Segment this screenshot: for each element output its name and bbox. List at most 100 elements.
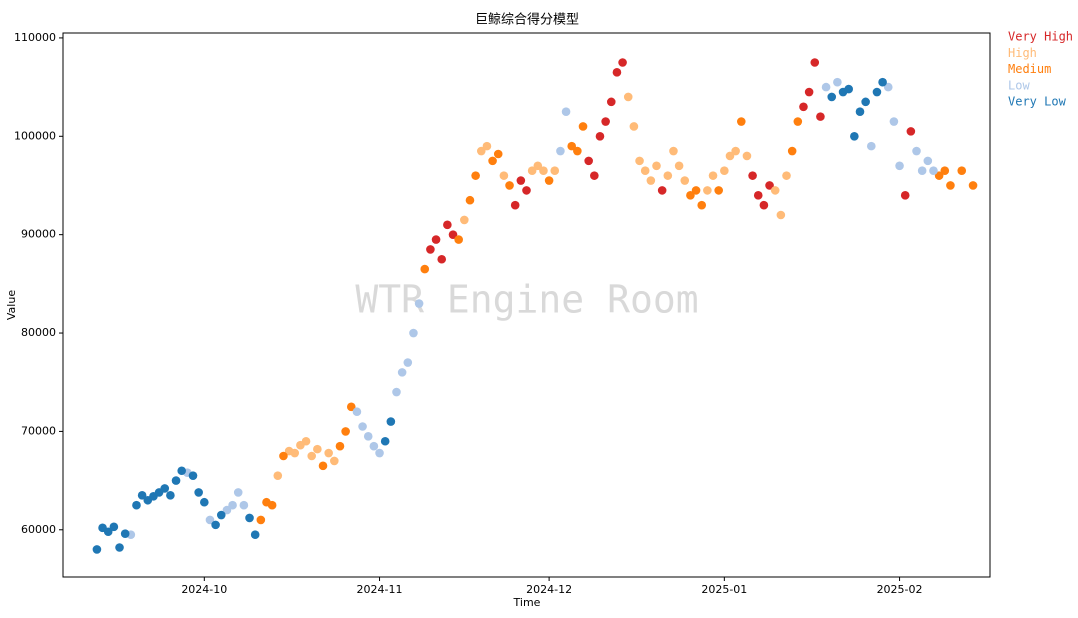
legend-entry: Very High xyxy=(1008,30,1073,44)
point xyxy=(595,131,605,141)
point xyxy=(923,156,933,166)
point xyxy=(493,149,503,159)
point xyxy=(166,491,175,500)
legend-entry: Medium xyxy=(1008,62,1051,76)
point xyxy=(821,82,831,92)
point xyxy=(703,186,712,195)
y-tick-label: 110000 xyxy=(14,31,56,44)
point xyxy=(725,151,735,161)
point xyxy=(748,171,757,180)
point xyxy=(895,161,904,171)
point xyxy=(691,186,701,195)
point xyxy=(92,545,102,554)
point xyxy=(929,166,938,176)
point xyxy=(307,451,317,461)
point xyxy=(539,166,548,176)
watermark: WTR Engine Room xyxy=(355,278,698,322)
point xyxy=(861,97,870,107)
point xyxy=(844,84,853,94)
point xyxy=(833,77,842,87)
point xyxy=(516,176,526,185)
point xyxy=(612,68,622,77)
point xyxy=(816,112,825,121)
point xyxy=(205,515,215,525)
point xyxy=(318,461,328,471)
point xyxy=(211,520,220,530)
point xyxy=(358,422,367,431)
point xyxy=(482,141,492,151)
chart-title: 巨鲸综合得分模型 xyxy=(475,12,579,28)
point xyxy=(674,161,684,171)
y-tick-label: 70000 xyxy=(21,424,56,437)
point xyxy=(850,131,859,141)
point xyxy=(584,156,593,166)
point xyxy=(686,191,695,200)
x-tick-label: 2025-02 xyxy=(877,583,923,596)
point xyxy=(420,264,430,274)
point xyxy=(103,527,113,537)
point xyxy=(522,186,531,195)
point xyxy=(578,122,588,131)
point xyxy=(250,530,260,539)
point xyxy=(657,186,667,195)
point xyxy=(640,166,650,176)
point xyxy=(917,166,927,176)
legend-entry: Low xyxy=(1008,78,1030,92)
point xyxy=(397,368,407,377)
point xyxy=(313,444,322,454)
point xyxy=(714,186,723,195)
point xyxy=(855,107,865,116)
point xyxy=(900,191,910,200)
point xyxy=(194,488,203,497)
point xyxy=(590,171,599,180)
point xyxy=(256,515,266,525)
point xyxy=(222,505,232,515)
point xyxy=(346,402,356,412)
point xyxy=(652,161,661,171)
y-tick-label: 80000 xyxy=(21,326,56,339)
y-tick-label: 60000 xyxy=(21,523,56,536)
point xyxy=(782,171,791,180)
point xyxy=(109,522,119,532)
point xyxy=(137,491,147,500)
point xyxy=(290,448,300,458)
point xyxy=(426,245,435,254)
y-tick-label: 90000 xyxy=(21,228,56,241)
point xyxy=(866,141,876,151)
point xyxy=(115,543,124,552)
point xyxy=(341,427,350,436)
y-tick-label: 100000 xyxy=(14,129,56,142)
point xyxy=(550,166,560,176)
point xyxy=(720,166,729,176)
point xyxy=(120,529,130,539)
point xyxy=(646,176,656,185)
point xyxy=(736,117,746,126)
point xyxy=(363,432,373,441)
point xyxy=(471,171,480,180)
point xyxy=(132,500,141,510)
point xyxy=(239,500,249,510)
point xyxy=(160,484,170,493)
point xyxy=(465,195,475,205)
point xyxy=(878,77,887,87)
point xyxy=(663,171,673,180)
point xyxy=(776,210,786,220)
x-tick-label: 2024-11 xyxy=(357,583,403,596)
point xyxy=(799,102,808,112)
point xyxy=(409,328,418,338)
point xyxy=(533,161,543,171)
point xyxy=(770,186,780,195)
point xyxy=(629,122,639,131)
point xyxy=(793,117,803,126)
point xyxy=(606,97,616,107)
point xyxy=(957,166,967,176)
point xyxy=(731,146,740,156)
point xyxy=(765,181,774,190)
point xyxy=(940,166,950,176)
point xyxy=(505,181,514,190)
point xyxy=(448,230,458,239)
point xyxy=(573,146,582,156)
point xyxy=(567,141,577,151)
point xyxy=(437,254,447,264)
